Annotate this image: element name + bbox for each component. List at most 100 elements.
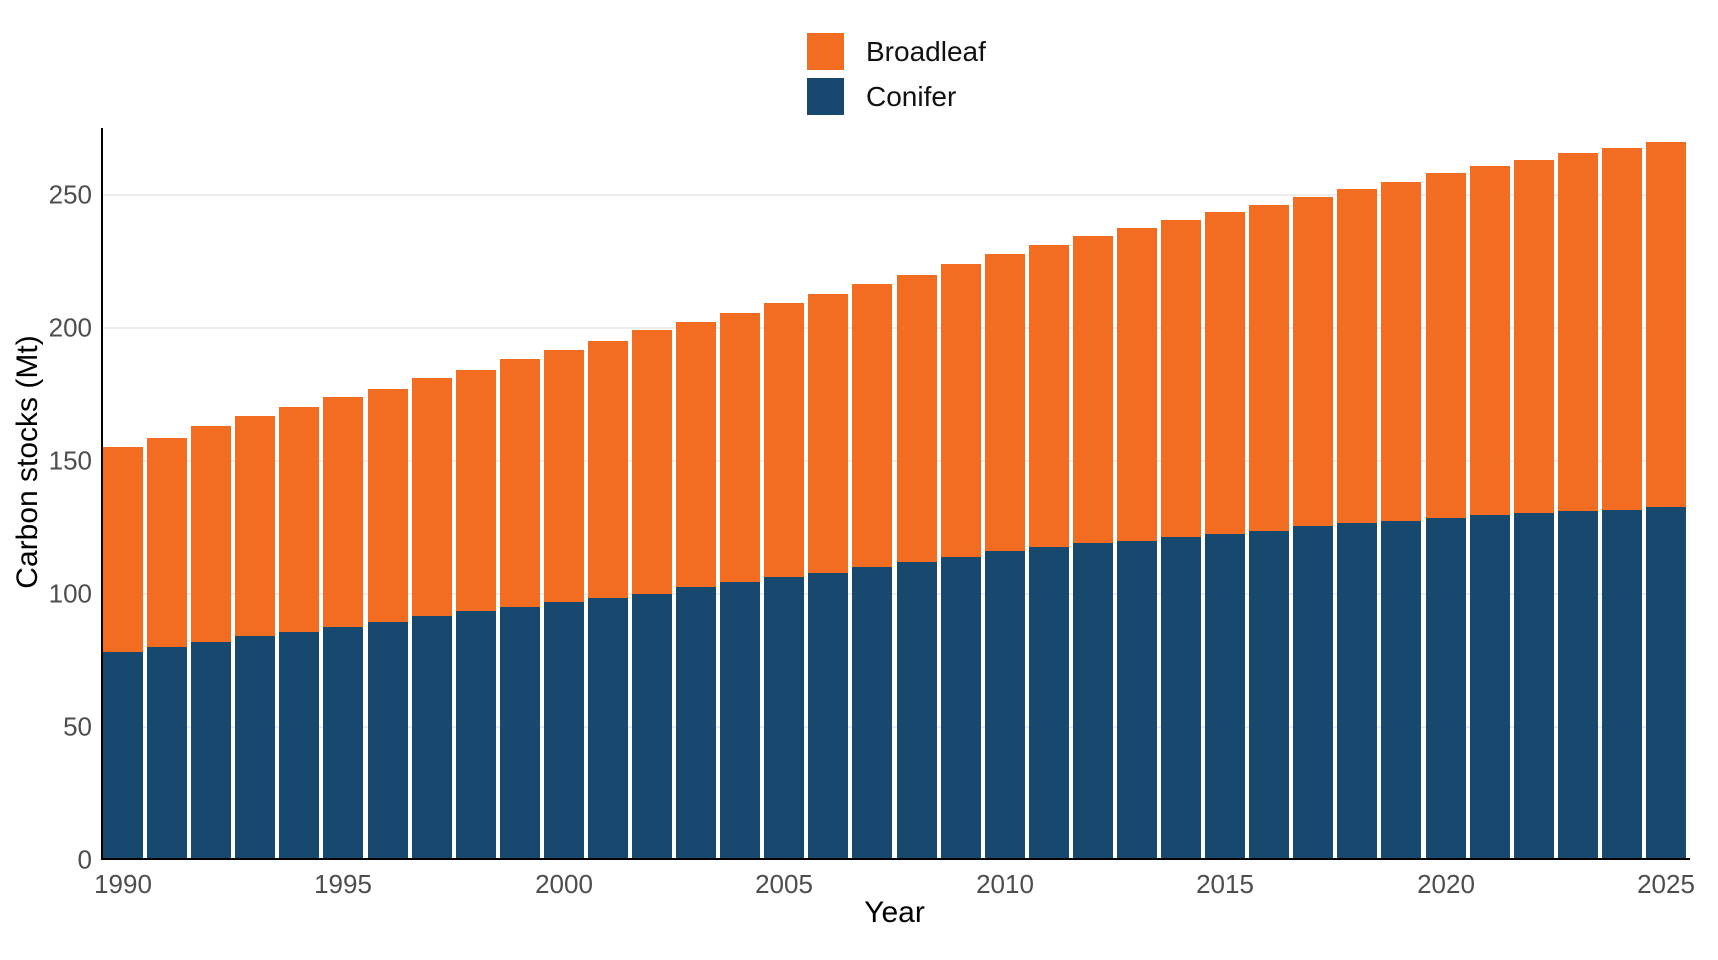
bar-2003 [676,322,716,860]
bar-2005-broadleaf [764,303,804,577]
bar-2021-conifer [1470,515,1510,860]
legend-item-broadleaf: Broadleaf [807,33,986,70]
bar-2014 [1161,220,1201,860]
legend-label-broadleaf: Broadleaf [866,36,986,67]
x-tick-label-2005: 2005 [755,869,813,899]
bar-2008 [897,274,937,860]
bar-2018 [1337,189,1377,860]
bar-2019-broadleaf [1381,182,1421,521]
gridline-100 [103,592,1686,595]
bar-2024-broadleaf [1602,148,1642,510]
bar-1994 [279,407,319,860]
bar-2025-conifer [1646,507,1686,860]
bar-2009 [941,264,981,860]
bar-2023-conifer [1558,511,1598,860]
bar-2002-broadleaf [632,330,672,594]
bar-1997-conifer [412,616,452,860]
bar-2001 [588,341,628,860]
bar-2008-conifer [897,562,937,860]
bar-1999-broadleaf [500,359,540,607]
bar-2012 [1073,236,1113,860]
bar-2004 [720,313,760,860]
legend-label-conifer: Conifer [866,81,957,112]
bar-2025-broadleaf [1646,142,1686,507]
bar-2006-conifer [808,573,848,860]
bar-1997-broadleaf [412,378,452,616]
bar-1991 [147,438,187,860]
x-axis-title: Year [864,896,925,929]
bar-1994-broadleaf [279,407,319,632]
bar-1995-broadleaf [323,397,363,627]
x-tick-label-2020: 2020 [1417,869,1475,899]
bar-2011 [1029,245,1069,860]
bar-1992 [191,426,231,860]
bar-2006-broadleaf [808,294,848,573]
bar-2005 [764,302,804,860]
bar-1998 [456,370,496,860]
bar-2020 [1426,173,1466,860]
x-tick-label-2015: 2015 [1196,869,1254,899]
bar-1999-conifer [500,607,540,860]
bar-1992-conifer [191,642,231,860]
bar-2008-broadleaf [897,275,937,562]
bar-2022-broadleaf [1514,160,1554,513]
legend-swatch-conifer-icon [807,78,844,115]
bar-2006 [808,293,848,860]
bar-2013 [1117,228,1157,860]
x-axis-line [101,858,1690,860]
bar-2009-broadleaf [941,264,981,557]
y-axis-line [101,128,103,860]
x-tick-label-2010: 2010 [976,869,1034,899]
bar-2020-broadleaf [1426,173,1466,518]
bar-2004-broadleaf [720,313,760,582]
bar-2017 [1293,197,1333,860]
bar-2015-broadleaf [1205,212,1245,534]
bar-2003-conifer [676,587,716,860]
bar-2017-broadleaf [1293,197,1333,526]
bar-2021 [1470,166,1510,860]
bar-2016 [1249,205,1289,860]
bar-2022 [1514,160,1554,860]
bar-1995-conifer [323,627,363,860]
bar-2001-conifer [588,598,628,860]
bar-2014-conifer [1161,537,1201,860]
bar-2013-conifer [1117,541,1157,860]
bar-1999 [500,359,540,860]
bar-1990 [103,447,143,860]
bar-2024-conifer [1602,510,1642,860]
bar-2003-broadleaf [676,322,716,587]
plot-area [101,128,1688,860]
bar-2007 [852,284,892,860]
y-tick-label-150: 150 [48,445,92,476]
bar-2010-conifer [985,551,1025,860]
bar-1994-conifer [279,632,319,860]
bar-2013-broadleaf [1117,228,1157,541]
bar-2023-broadleaf [1558,153,1598,511]
x-tick-label-1990: 1990 [94,869,152,899]
bar-2019-conifer [1381,521,1421,860]
bar-2002 [632,330,672,860]
gridline-50 [103,725,1686,728]
bar-2010-broadleaf [985,254,1025,551]
bar-1993 [235,416,275,860]
bar-2012-conifer [1073,543,1113,860]
bar-2000 [544,350,584,860]
bar-2011-broadleaf [1029,245,1069,547]
bar-2016-broadleaf [1249,205,1289,531]
bar-2011-conifer [1029,547,1069,860]
bar-1996-broadleaf [368,389,408,622]
legend-swatch-broadleaf-icon [807,33,844,70]
bar-1993-conifer [235,636,275,860]
bar-2016-conifer [1249,531,1289,860]
bar-2024 [1602,148,1642,860]
bar-2018-conifer [1337,523,1377,860]
bar-2002-conifer [632,594,672,860]
bar-2023 [1558,153,1598,860]
bar-2010 [985,254,1025,860]
bar-1998-broadleaf [456,370,496,611]
bar-2014-broadleaf [1161,220,1201,537]
bar-2019 [1381,181,1421,860]
bar-2000-conifer [544,602,584,860]
legend-item-conifer: Conifer [807,78,986,115]
